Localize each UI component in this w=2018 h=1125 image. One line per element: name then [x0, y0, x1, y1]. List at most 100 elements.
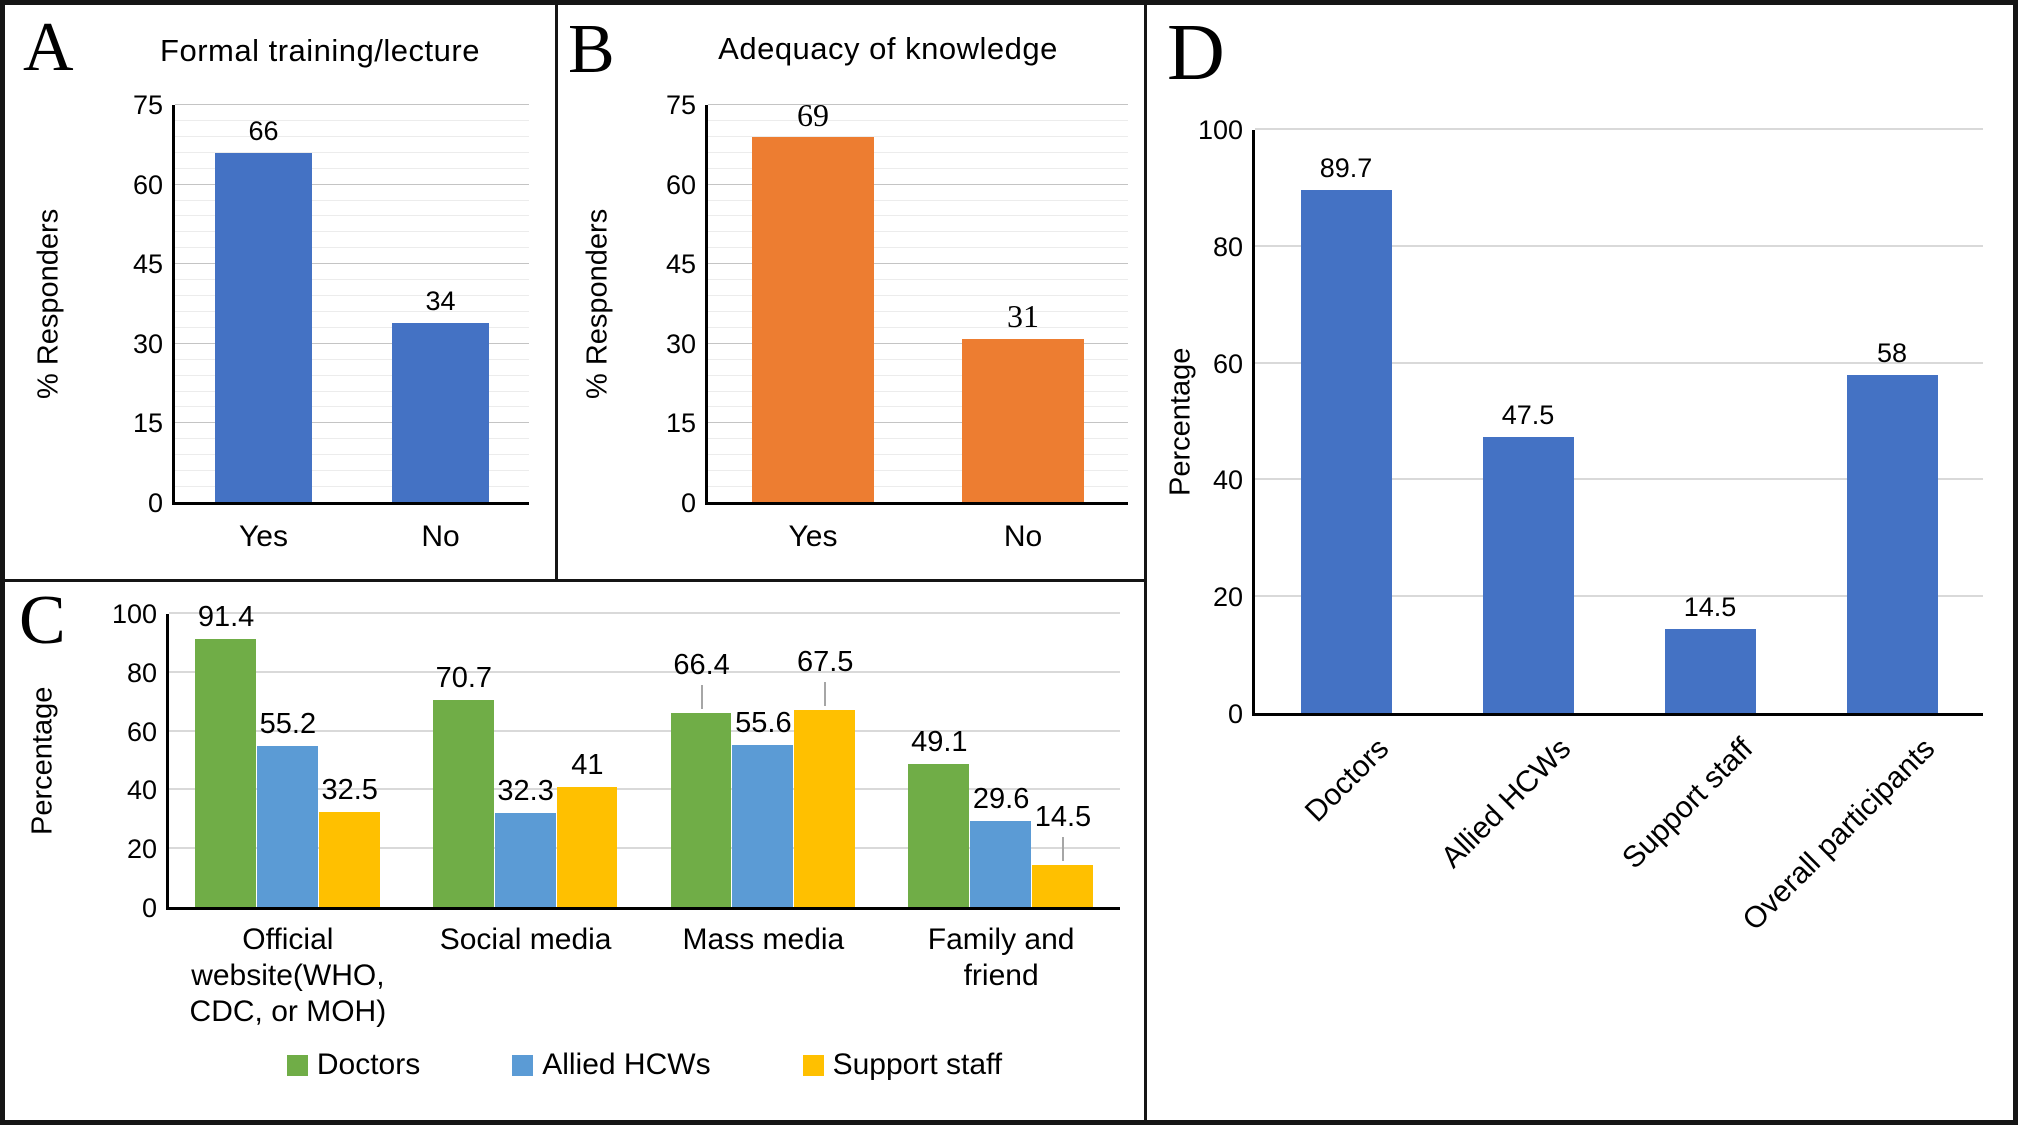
- bar-value-label: 29.6: [972, 782, 1030, 815]
- bar-allied-hcws: [732, 744, 794, 908]
- minor-gridline: [708, 486, 1128, 488]
- minor-gridline: [175, 374, 529, 376]
- minor-gridline: [175, 310, 529, 312]
- major-gridline: [175, 342, 529, 344]
- bar-support-staff: [556, 787, 618, 908]
- minor-gridline: [175, 295, 529, 297]
- y-tick-label: 0: [1227, 699, 1243, 729]
- major-gridline: [175, 263, 529, 265]
- x-tick-label: Yes: [788, 520, 838, 553]
- major-gridline: [708, 104, 1128, 105]
- y-tick-label: 15: [132, 408, 163, 439]
- chart-legend: Doctors Allied HCWs Support staff: [169, 1048, 1120, 1082]
- y-tick-label: 60: [1212, 348, 1243, 379]
- bar-yes: [752, 136, 874, 503]
- bar-no: [391, 322, 490, 503]
- bar-value-label: 14.5: [1034, 801, 1092, 834]
- y-tick-label: 20: [1212, 582, 1243, 613]
- major-gridline: [169, 847, 1120, 850]
- minor-gridline: [175, 119, 529, 121]
- minor-gridline: [708, 199, 1128, 201]
- y-tick-label: 40: [126, 775, 157, 806]
- y-axis-title: % Responders: [32, 208, 65, 400]
- bar-support-staff: [1032, 865, 1093, 908]
- y-tick-label: 0: [147, 488, 163, 518]
- major-gridline: [1255, 244, 1983, 247]
- minor-gridline: [708, 151, 1128, 153]
- bar-value-label: 47.5: [1501, 399, 1555, 430]
- bar-value-label: 69: [797, 96, 829, 133]
- minor-gridline: [708, 326, 1128, 328]
- y-tick-label: 45: [132, 249, 163, 280]
- x-tick-label: Family and friend: [927, 923, 1075, 992]
- y-tick-label: 0: [680, 488, 696, 518]
- y-tick-label: 40: [1212, 465, 1243, 496]
- major-gridline: [708, 342, 1128, 344]
- minor-gridline: [175, 167, 529, 169]
- legend-label: Allied HCWs: [542, 1048, 711, 1081]
- legend-item-doctors: Doctors: [286, 1048, 420, 1082]
- panel-a: A Formal training/lecture 66 34 0 15 30 45 60 7…: [5, 5, 558, 582]
- minor-gridline: [175, 438, 529, 440]
- panel-b-title: Adequacy of knowledge: [718, 31, 1058, 66]
- legend-item-allied-hcws: Allied HCWs: [512, 1048, 711, 1082]
- major-gridline: [1255, 478, 1983, 481]
- bar-doctors: [670, 712, 732, 908]
- minor-gridline: [175, 326, 529, 328]
- label-leader-line: [700, 684, 703, 709]
- major-gridline: [1255, 361, 1983, 364]
- minor-gridline: [175, 279, 529, 281]
- y-tick-label: 80: [1212, 231, 1243, 262]
- bar-allied-hcws: [1482, 436, 1574, 714]
- bar-value-label: 32.3: [497, 775, 554, 808]
- bar-value-label: 66.4: [673, 648, 730, 681]
- major-gridline: [708, 422, 1128, 424]
- panel-a-title: Formal training/lecture: [160, 33, 480, 68]
- plot-area-a: 66 34: [172, 104, 529, 505]
- chart-information-sources: 91.4 55.2 32.5 70.7 32.3 41 66.4 55.6 67.5 49.1 29…: [5, 582, 1144, 1120]
- panel-label-c: C: [19, 582, 66, 659]
- minor-gridline: [175, 406, 529, 408]
- minor-gridline: [175, 135, 529, 137]
- bar-no: [962, 338, 1084, 503]
- bar-allied-hcws: [256, 745, 318, 908]
- major-gridline: [1255, 595, 1983, 598]
- y-tick-label: 100: [1197, 115, 1243, 145]
- y-tick-label: 60: [132, 169, 163, 200]
- minor-gridline: [175, 247, 529, 249]
- x-tick-label: Yes: [239, 520, 288, 553]
- y-axis-line: [166, 614, 169, 908]
- minor-gridline: [708, 231, 1128, 233]
- minor-gridline: [708, 247, 1128, 249]
- y-tick-label: 30: [132, 328, 163, 359]
- minor-gridline: [708, 167, 1128, 169]
- y-tick-label: 20: [126, 834, 157, 865]
- panel-label-d: D: [1167, 9, 1225, 97]
- bar-support-staff: [1664, 629, 1756, 714]
- y-tick-label: 100: [111, 599, 157, 629]
- bar-value-label: 32.5: [321, 774, 378, 807]
- y-tick-label: 75: [665, 90, 696, 120]
- x-tick-label: No: [421, 520, 460, 553]
- legend-item-support-staff: Support staff: [802, 1048, 1002, 1082]
- bar-support-staff: [794, 709, 856, 908]
- minor-gridline: [708, 470, 1128, 472]
- major-gridline: [708, 183, 1128, 185]
- major-gridline: [175, 183, 529, 185]
- bar-value-label: 14.5: [1683, 592, 1737, 623]
- minor-gridline: [175, 486, 529, 488]
- x-tick-label: Mass media: [682, 923, 845, 956]
- plot-area-d: 89.7 47.5 14.5 58: [1252, 128, 1983, 716]
- x-axis-line: [705, 502, 1128, 505]
- x-tick-label: Social media: [439, 923, 612, 956]
- minor-gridline: [175, 454, 529, 456]
- y-axis-title: Percentage: [1164, 347, 1197, 497]
- plot-area-b: 69 31: [705, 99, 1128, 505]
- minor-gridline: [708, 135, 1128, 137]
- chart-adequacy-knowledge: 69 31 0 15 30 45 60 75 % Responders Yes No: [558, 5, 1144, 579]
- minor-gridline: [175, 470, 529, 472]
- minor-gridline: [175, 151, 529, 153]
- y-tick-label: 15: [665, 408, 696, 439]
- y-tick-label: 60: [665, 169, 696, 200]
